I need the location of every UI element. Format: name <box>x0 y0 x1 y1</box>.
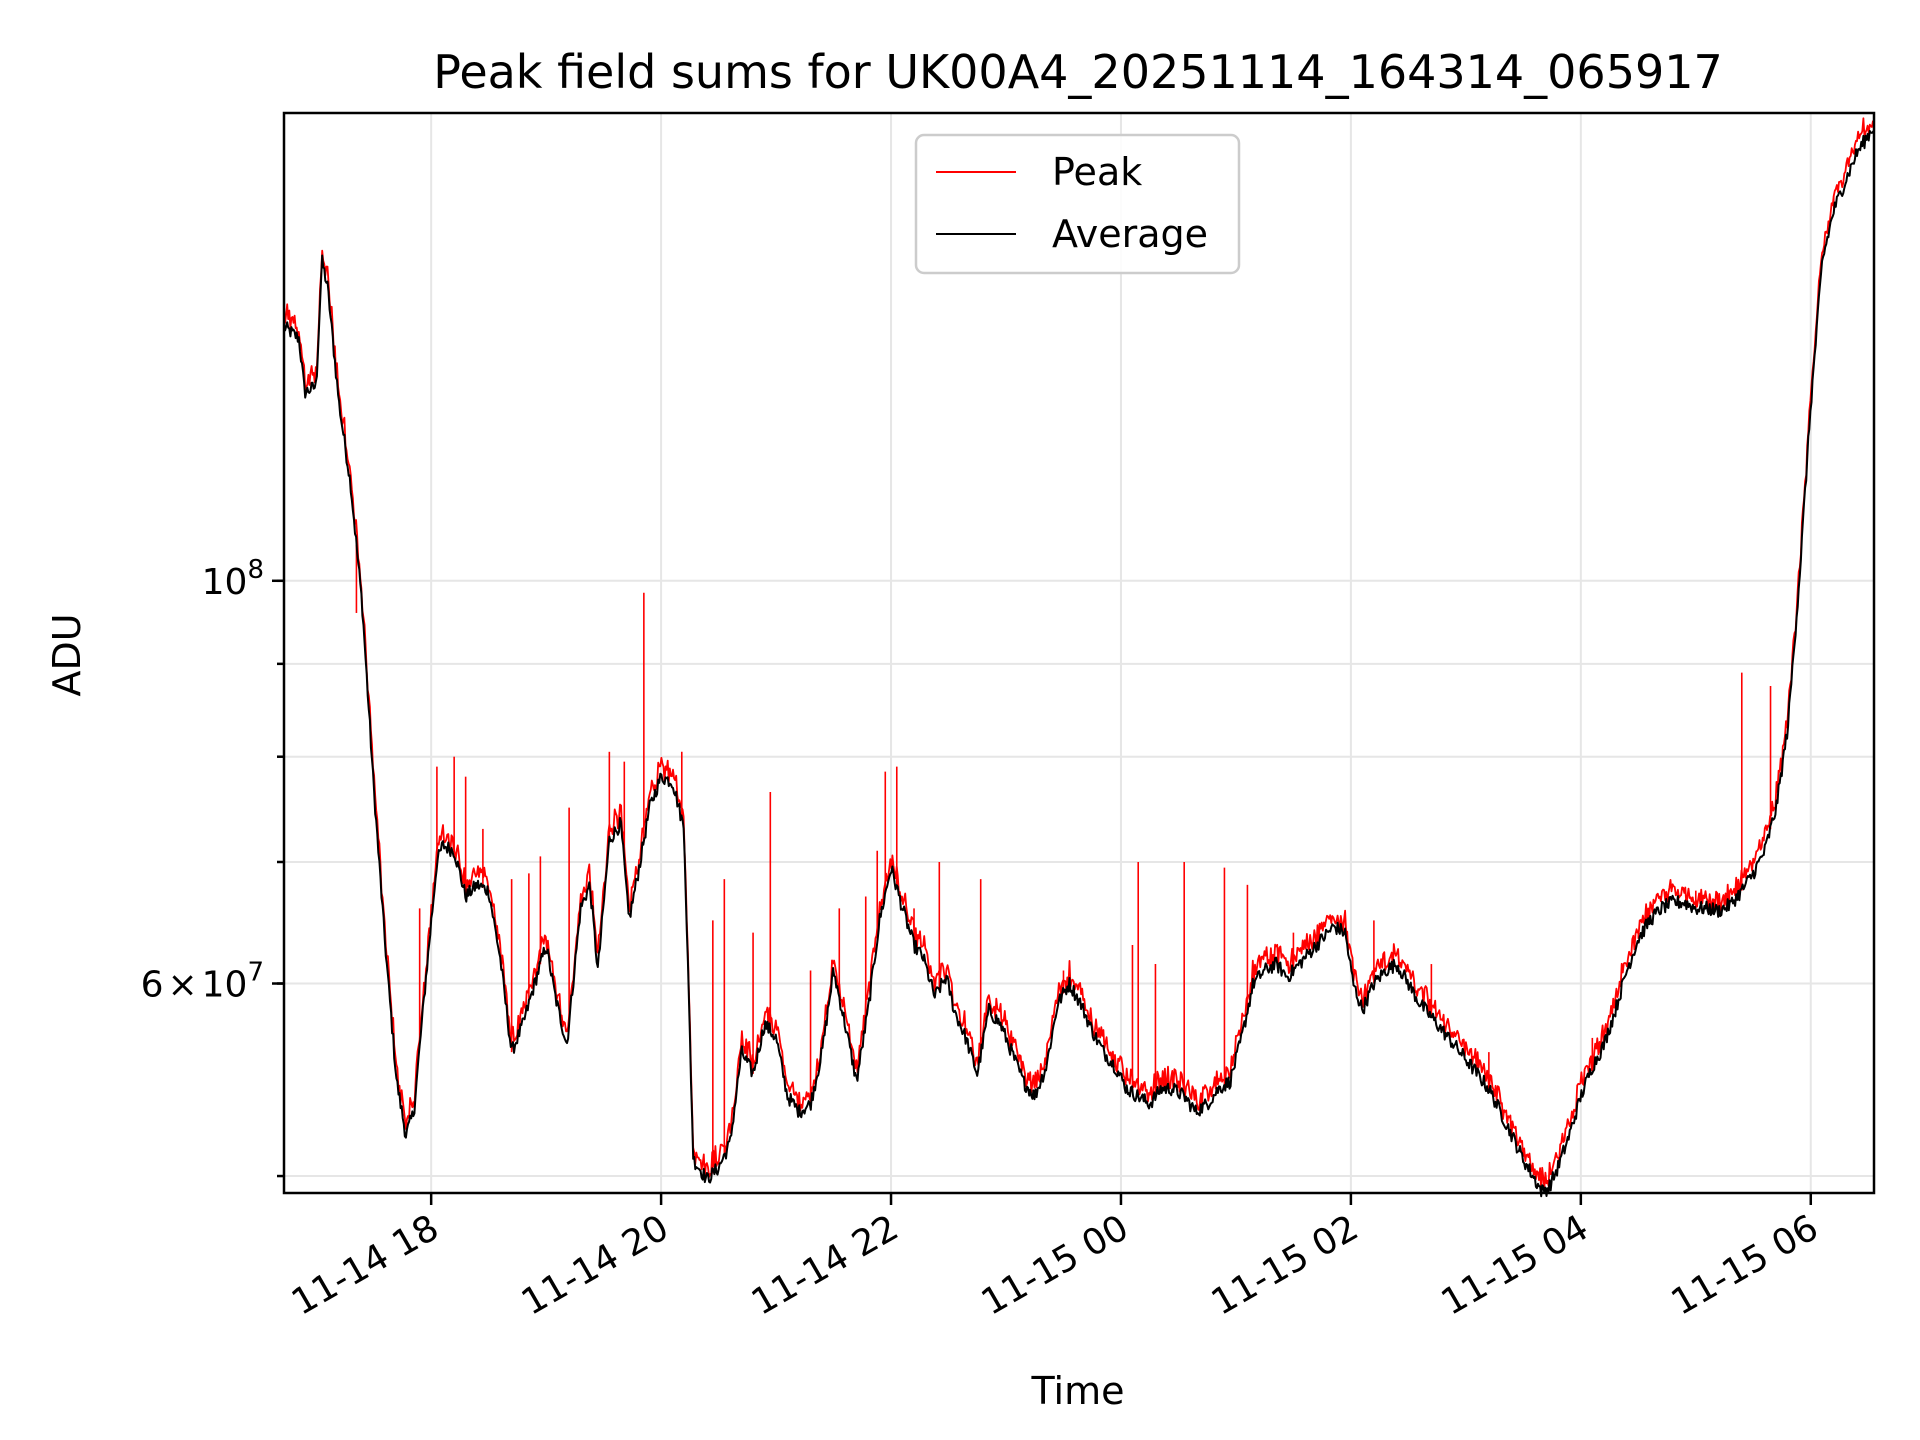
y-axis-label: ADU <box>45 613 89 696</box>
legend-label-peak: Peak <box>1052 150 1142 194</box>
plot-area <box>284 113 1874 1193</box>
series-line-average <box>283 130 1875 1198</box>
y-tick-label-0: 108 <box>202 555 264 603</box>
series-group <box>283 117 1875 1198</box>
legend: Peak Average <box>914 133 1241 275</box>
chart-title: Peak field sums for UK00A4_20251114_1643… <box>433 45 1723 99</box>
x-axis-label: Time <box>1031 1369 1125 1413</box>
axes-frame <box>282 111 1876 1195</box>
legend-label-average: Average <box>1052 212 1208 256</box>
y-axis-ticks: 108 6 × 107 <box>141 555 284 1178</box>
y-tick-label-1: 6 × 107 <box>141 958 264 1006</box>
legend-box <box>914 133 1241 275</box>
grid <box>284 113 1874 1193</box>
